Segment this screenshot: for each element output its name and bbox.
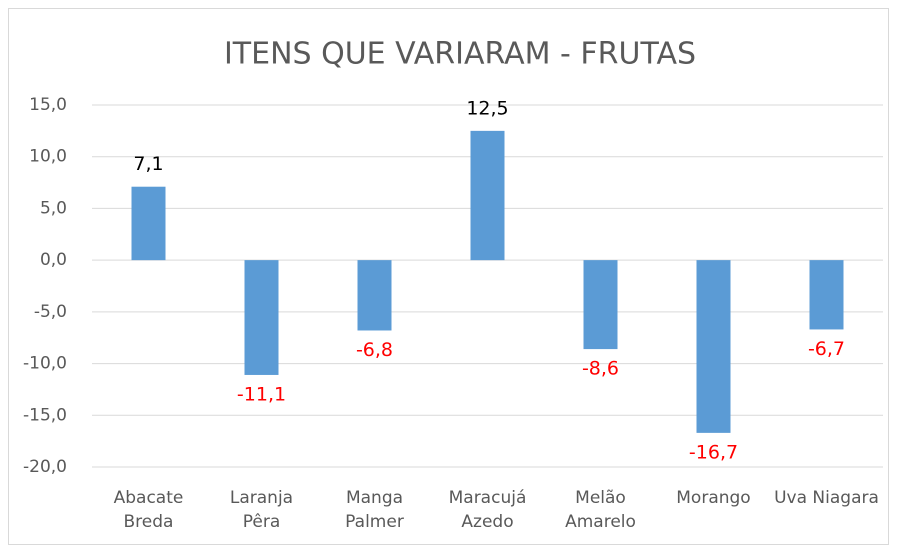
data-label: -11,1 — [237, 383, 286, 405]
x-tick-label: Uva Niagara — [774, 488, 879, 508]
bar — [357, 260, 392, 331]
bar — [583, 260, 618, 350]
x-tick-label: Laranja Pêra — [230, 488, 293, 532]
bar — [696, 260, 731, 433]
chart-frame — [8, 8, 889, 545]
x-tick-label: Melão Amarelo — [565, 488, 636, 532]
bar — [131, 186, 166, 261]
x-tick-label: Maracujá Azedo — [449, 488, 527, 532]
y-tick-label: -10,0 — [23, 354, 67, 374]
data-label: -8,6 — [582, 358, 619, 380]
y-tick-label: 0,0 — [40, 250, 67, 270]
y-tick-label: -20,0 — [23, 457, 67, 477]
data-label: -6,8 — [356, 339, 393, 361]
x-tick-label: Morango — [676, 488, 750, 508]
y-tick-label: 10,0 — [29, 147, 67, 167]
y-tick-label: 5,0 — [40, 198, 67, 218]
data-label: -16,7 — [689, 441, 738, 463]
data-label: 12,5 — [466, 97, 508, 119]
bar — [809, 260, 844, 330]
bar — [244, 260, 279, 375]
y-tick-label: 15,0 — [29, 95, 67, 115]
chart-title: ITENS QUE VARIARAM - FRUTAS — [224, 37, 696, 72]
y-tick-label: -5,0 — [34, 302, 67, 322]
x-tick-label: Abacate Breda — [114, 488, 184, 532]
data-label: -6,7 — [808, 338, 845, 360]
data-label: 7,1 — [133, 153, 163, 175]
x-tick-label: Manga Palmer — [345, 488, 404, 532]
bar — [470, 130, 505, 261]
y-tick-label: -15,0 — [23, 405, 67, 425]
